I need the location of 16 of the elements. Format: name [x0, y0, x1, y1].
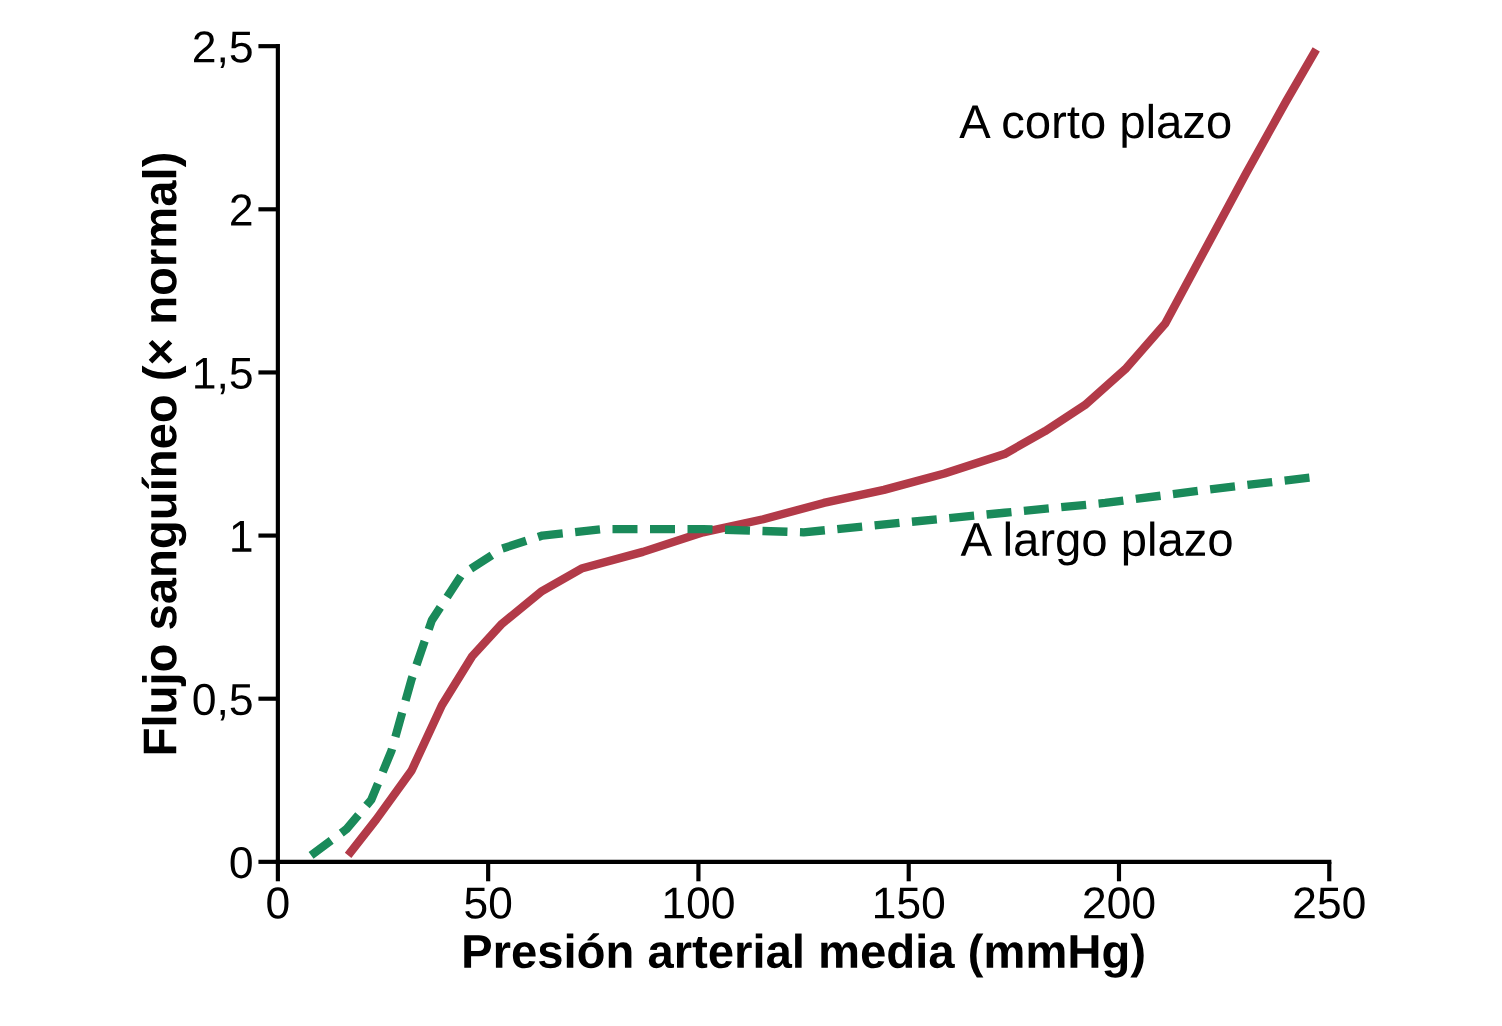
x-tick-label: 100 — [664, 887, 734, 919]
x-axis-title: Presión arterial media (mmHg) — [464, 933, 1144, 978]
y-tick-label: 0 — [230, 846, 252, 879]
y-tick-label: 1,5 — [195, 357, 252, 395]
y-tick-label: 2 — [231, 194, 252, 226]
y-tick-label: 1 — [232, 521, 252, 552]
x-tick-label: 200 — [1084, 887, 1155, 919]
series-label: A largo plazo — [960, 521, 1232, 566]
x-tick-label: 150 — [875, 887, 945, 919]
y-tick-label: 2,5 — [194, 31, 252, 68]
x-tick-label: 0 — [267, 887, 289, 919]
series-label: A corto plazo — [959, 103, 1231, 148]
x-tick-label: 50 — [465, 887, 512, 919]
y-tick-label: 0,5 — [193, 683, 252, 721]
x-tick-label: 250 — [1294, 887, 1365, 919]
y-axis-title: Flujo sanguíneo (× normal) — [141, 153, 187, 754]
